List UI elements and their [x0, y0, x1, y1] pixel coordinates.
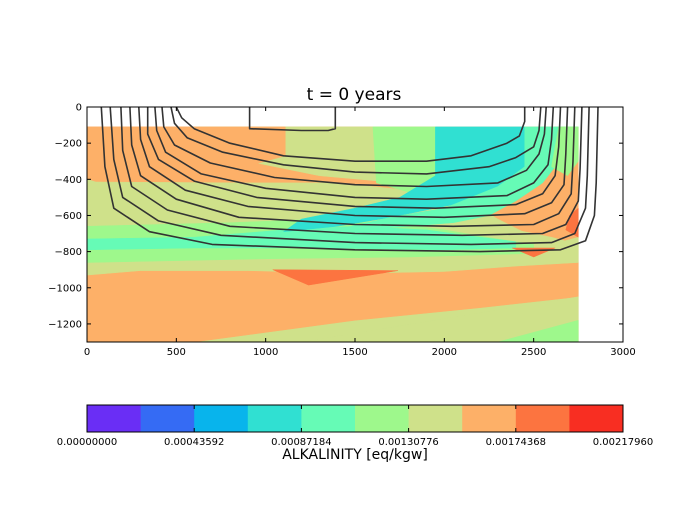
- colorbar-tick-label: 0.00000000: [57, 437, 117, 448]
- x-tick-label: 1500: [342, 347, 367, 358]
- x-tick-label: 500: [167, 347, 186, 358]
- contour-line-10: [100, 107, 599, 253]
- contour-line-8: [120, 107, 583, 237]
- contour-line-7: [129, 107, 576, 228]
- filled-region-3: [301, 296, 579, 342]
- colorbar-tick-label: 0.00217960: [593, 437, 653, 448]
- x-tick-label: 2500: [521, 347, 546, 358]
- x-tick-label: 2000: [432, 347, 457, 358]
- colorbar-tick-label: 0.00174368: [486, 437, 546, 448]
- colorbar-tick-label: 0.00087184: [271, 437, 331, 448]
- colorbar-swatch-6: [408, 405, 463, 432]
- filled-region-16: [565, 207, 579, 238]
- colorbar-frame: [86, 404, 624, 433]
- colorbar-swatch-7: [462, 405, 517, 432]
- colorbar-swatch-4: [301, 405, 356, 432]
- y-axis: 0 −200 −400 −600 −800 −1000 −1200: [48, 103, 623, 330]
- colorbar-tick-label: 0.00130776: [378, 437, 438, 448]
- x-tick-label: 3000: [610, 347, 635, 358]
- contour-line-6: [138, 107, 569, 219]
- chart-title: t = 0 years: [307, 85, 402, 105]
- contour-line-4: [154, 107, 555, 200]
- colorbar-swatch-3: [247, 405, 302, 432]
- contour-line-2: [170, 107, 542, 175]
- filled-region-13: [87, 126, 286, 182]
- colorbar-swatch-8: [515, 405, 570, 432]
- colorbar-swatch-1: [140, 405, 195, 432]
- colorbar-swatch-2: [194, 405, 249, 432]
- contour-line-3: [161, 107, 547, 188]
- colorbar-swatch-9: [569, 405, 624, 432]
- y-tick-label: −600: [55, 211, 82, 222]
- y-tick-label: −1000: [48, 283, 82, 294]
- contour-line-1: [175, 107, 526, 162]
- colorbar-swatch-5: [355, 405, 410, 432]
- x-tick-label: 1000: [253, 347, 278, 358]
- colorbar-ticks: 0.00000000 0.00043592 0.00087184 0.00130776…: [57, 405, 653, 448]
- y-tick-label: −1200: [48, 319, 82, 330]
- contour-line-5: [146, 107, 562, 209]
- filled-region-4: [497, 319, 579, 342]
- colorbar-label: ALKALINITY [eq/kgw]: [282, 447, 428, 463]
- y-tick-label: −400: [55, 175, 82, 186]
- y-tick-label: −800: [55, 247, 82, 258]
- y-tick-label: 0: [76, 103, 82, 114]
- x-tick-label: 0: [84, 347, 90, 358]
- colorbar: [87, 405, 624, 432]
- y-tick-label: −200: [55, 139, 82, 150]
- x-axis: 0 500 1000 1500 2000 2500 3000: [84, 107, 636, 358]
- colorbar-tick-label: 0.00043592: [164, 437, 224, 448]
- contour-line-9: [109, 107, 590, 246]
- contour-lines: [100, 107, 599, 253]
- colorbar-swatch-0: [87, 405, 142, 432]
- contour-line-0: [248, 107, 337, 132]
- filled-region-14: [272, 269, 398, 286]
